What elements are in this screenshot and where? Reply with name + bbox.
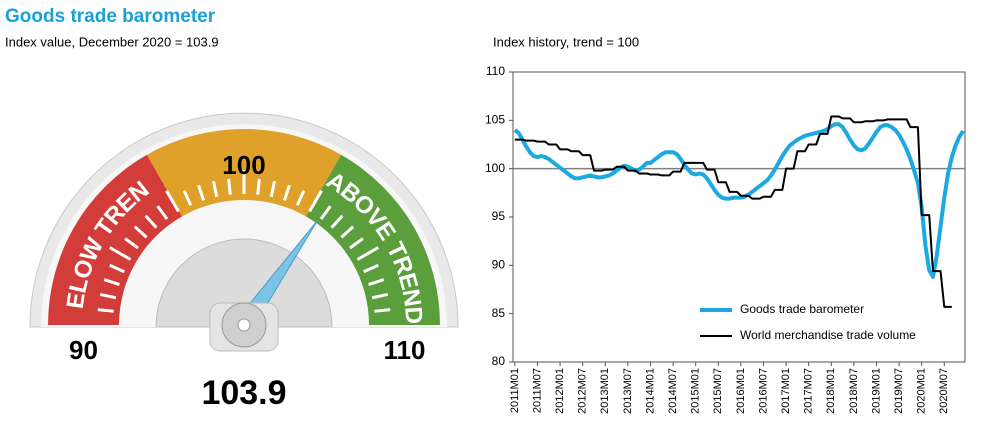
gauge-decoration-tick bbox=[165, 190, 180, 213]
x-tick-label: 2018M07 bbox=[848, 368, 860, 414]
y-tick-label: 110 bbox=[486, 64, 505, 78]
y-tick-label: 105 bbox=[485, 113, 505, 127]
page-title: Goods trade barometer bbox=[5, 6, 216, 27]
x-tick-label: 2011M07 bbox=[531, 368, 543, 413]
x-tick-label: 2020M01 bbox=[916, 368, 928, 414]
gauge-decoration-tick bbox=[356, 246, 379, 261]
x-tick-label: 2011M01 bbox=[509, 368, 521, 413]
gauge-decoration-tick bbox=[295, 190, 306, 206]
gauge-decoration-tick bbox=[269, 180, 277, 198]
y-tick-label: 100 bbox=[485, 161, 505, 175]
x-tick-label: 2017M07 bbox=[803, 368, 815, 414]
x-tick-label: 2015M07 bbox=[712, 368, 724, 414]
series-line bbox=[513, 122, 965, 279]
x-tick-label: 2013M07 bbox=[622, 368, 634, 414]
gauge-decoration-tick bbox=[97, 308, 114, 313]
legend-label: Goods trade barometer bbox=[740, 302, 864, 316]
gauge-decoration-tick bbox=[283, 184, 291, 201]
gauge-decoration-tick bbox=[156, 205, 169, 220]
y-tick-label: 90 bbox=[492, 258, 506, 272]
x-tick-label: 2018M01 bbox=[825, 368, 837, 414]
y-tick-label: 95 bbox=[492, 209, 506, 223]
gauge-decoration-tick bbox=[227, 178, 232, 195]
gauge-decoration-tick bbox=[211, 180, 219, 198]
gauge-decoration-tick bbox=[103, 278, 120, 286]
gauge-title: Index value, December 2020 = 103.9 bbox=[5, 34, 219, 49]
gauge-decoration-tick bbox=[109, 246, 132, 261]
x-tick-label: 2015M01 bbox=[690, 368, 702, 414]
gauge-tick-label: 90 bbox=[69, 335, 98, 365]
series-line bbox=[514, 115, 952, 308]
gauge-decoration-tick bbox=[363, 263, 379, 274]
x-tick-label: 2020M07 bbox=[938, 368, 950, 414]
gauge-decoration-tick bbox=[374, 308, 391, 313]
plot-frame bbox=[512, 71, 966, 363]
gauge-decoration-tick bbox=[109, 263, 125, 274]
gauge-decoration-tick bbox=[99, 292, 117, 300]
gauge-decoration-tick bbox=[349, 237, 364, 250]
gauge-decoration-tick bbox=[124, 237, 139, 250]
x-tick-label: 2019M07 bbox=[893, 368, 905, 414]
x-tick-label: 2012M07 bbox=[577, 368, 589, 414]
x-tick-label: 2017M01 bbox=[780, 368, 792, 414]
x-tick-label: 2016M01 bbox=[735, 368, 747, 414]
x-tick-label: 2012M01 bbox=[554, 368, 566, 414]
legend-label: World merchandise trade volume bbox=[740, 328, 916, 342]
gauge-decoration-tick bbox=[256, 178, 261, 195]
gauge-zone bbox=[305, 154, 440, 325]
gauge-decoration-tick bbox=[319, 205, 332, 220]
gauge-tick-label: 100 bbox=[222, 150, 265, 180]
gauge-decoration-tick bbox=[368, 278, 385, 286]
gauge-decoration-tick bbox=[144, 214, 158, 229]
x-tick-label: 2013M01 bbox=[599, 368, 611, 414]
x-tick-label: 2014M07 bbox=[667, 368, 679, 414]
gauge-decoration-tick bbox=[197, 184, 205, 201]
gauge-tick-label: 110 bbox=[384, 335, 426, 365]
gauge-pivot-center bbox=[237, 318, 251, 332]
x-tick-label: 2014M01 bbox=[644, 368, 656, 414]
gauge-decoration-tick bbox=[182, 190, 193, 206]
x-tick-label: 2019M01 bbox=[870, 368, 882, 414]
gauge-decoration-tick bbox=[330, 214, 344, 229]
gauge-zone bbox=[48, 154, 183, 325]
y-tick-label: 85 bbox=[492, 306, 506, 320]
gauge-decoration-tick bbox=[340, 225, 355, 239]
x-tick-label: 2016M07 bbox=[757, 368, 769, 414]
y-tick-label: 80 bbox=[492, 354, 506, 368]
gauge-decoration-tick bbox=[371, 292, 389, 300]
chart-title: Index history, trend = 100 bbox=[493, 34, 639, 49]
gauge-value: 103.9 bbox=[201, 374, 286, 412]
gauge-decoration-tick bbox=[308, 190, 323, 213]
gauge-decoration-tick bbox=[133, 225, 148, 239]
